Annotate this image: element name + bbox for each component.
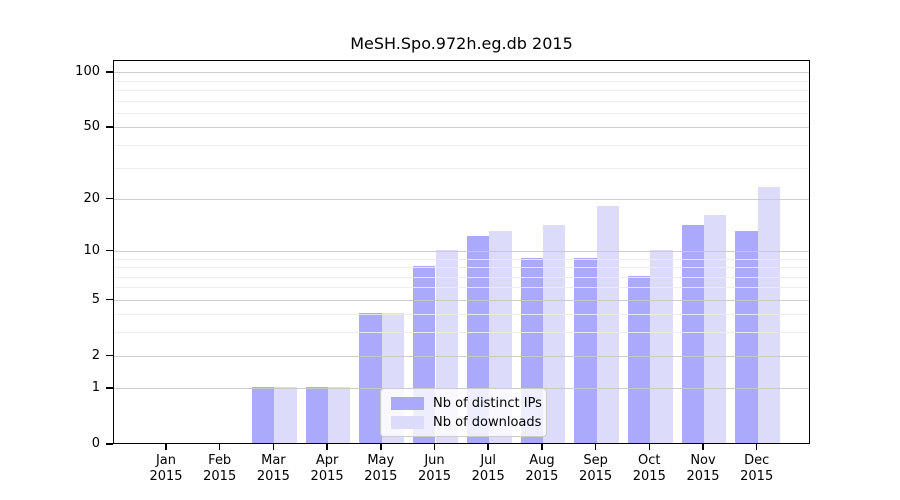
bar-distinct-ips [574,257,597,443]
x-tick-label: Nov 2015 [686,453,720,484]
bar-downloads [328,387,351,443]
x-axis-tick [272,444,275,450]
x-tick-label: Dec 2015 [740,453,774,484]
gridline-minor [114,258,809,260]
bar-downloads [596,205,619,443]
bar-distinct-ips [305,387,329,443]
gridline-minor [114,80,809,82]
gridline-major [114,250,809,252]
x-axis-tick [433,444,436,450]
gridline-minor [114,100,809,102]
x-axis-tick [594,444,597,450]
gridline-minor [114,144,809,146]
x-tick-label: Sep 2015 [579,453,613,484]
y-axis-tick [106,197,113,200]
gridline-minor [114,332,809,334]
gridline-major [114,355,809,357]
bar-downloads [650,249,673,443]
y-tick-label: 50 [83,119,100,135]
gridline-minor [114,287,809,289]
gridline-minor [114,267,809,269]
y-axis-tick [106,443,113,445]
bar-distinct-ips [359,313,382,443]
x-tick-label: Oct 2015 [632,453,666,484]
y-tick-label: 10 [83,242,100,258]
y-axis-tick [106,249,113,252]
x-axis-tick [702,444,704,450]
gridline-minor [114,90,809,92]
bar-downloads [274,387,297,443]
bar-distinct-ips [252,387,275,443]
gridline-major [114,299,809,301]
x-axis-tick [487,444,489,450]
legend: Nb of distinct IPs Nb of downloads [380,388,547,437]
y-tick-label: 100 [75,64,100,80]
y-axis-tick [106,71,113,73]
legend-swatch-downloads [391,416,424,429]
gridline-major [114,127,809,129]
legend-label-downloads: Nb of downloads [433,415,542,430]
legend-swatch-distinct-ips [391,397,424,410]
y-tick-label: 2 [91,347,100,363]
gridline-major [114,198,809,200]
y-tick-label: 0 [91,436,100,451]
y-tick-label: 1 [91,380,100,396]
y-axis-tick [106,387,113,389]
y-tick-label: 5 [91,291,100,307]
x-tick-label: Jan 2015 [149,453,183,484]
y-axis-tick [106,298,113,301]
gridline-minor [114,314,809,316]
x-axis-tick [165,444,167,450]
gridline-major [114,72,809,74]
gridline-minor [114,276,809,278]
x-axis-tick [218,444,221,450]
legend-label-distinct-ips: Nb of distinct IPs [433,396,542,411]
x-axis-tick [326,444,328,450]
legend-item-downloads: Nb of downloads [391,413,542,432]
chart-title: MeSH.Spo.972h.eg.db 2015 [350,34,573,53]
x-axis-tick [541,444,543,450]
x-tick-label: Mar 2015 [256,453,290,484]
x-tick-label: Jun 2015 [417,453,452,484]
bar-downloads [704,214,727,443]
y-axis-tick [106,354,113,357]
gridline-minor [114,112,809,114]
bar-distinct-ips [735,230,758,443]
plot-area [113,60,810,444]
x-tick-label: Aug 2015 [525,453,559,484]
x-tick-label: May 2015 [364,453,398,484]
x-tick-label: Jul 2015 [471,453,505,484]
bar-distinct-ips [627,275,651,443]
x-tick-label: Feb 2015 [203,453,237,484]
x-tick-label: Apr 2015 [310,453,344,484]
x-axis-tick [755,444,758,450]
x-axis-tick [380,444,382,450]
x-axis-tick [648,444,651,450]
y-axis-tick [106,126,113,128]
gridline-minor [114,167,809,169]
y-tick-label: 20 [83,190,100,206]
legend-item-distinct-ips: Nb of distinct IPs [391,394,542,413]
